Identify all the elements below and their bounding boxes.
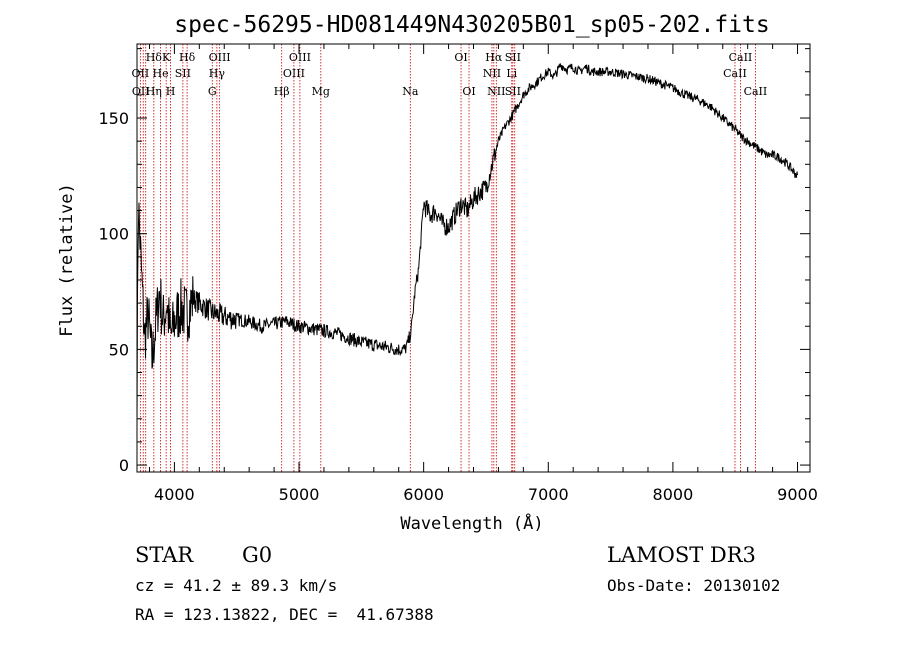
line-annotation: NII: [487, 85, 505, 98]
line-annotation: OI: [462, 85, 475, 98]
spectrum-line: [136, 63, 798, 426]
line-annotation: Li: [506, 67, 517, 80]
x-tick-label: 8000: [653, 485, 694, 504]
velocity-readout: cz = 41.2 ± 89.3 km/s: [135, 576, 337, 595]
chart-title: spec-56295-HD081449N430205B01_sp05-202.f…: [174, 12, 769, 38]
line-markers: [139, 44, 756, 472]
line-annotation: Na: [402, 85, 419, 98]
object-subclass: G0: [242, 543, 272, 567]
x-tick-label: 6000: [403, 485, 444, 504]
line-annotation: He: [153, 67, 169, 80]
line-annotation: OII: [132, 85, 150, 98]
line-annotation: Hδ: [179, 51, 196, 64]
line-annotation: SII: [505, 85, 521, 98]
line-annotation: K: [162, 51, 171, 64]
line-annotation: OII: [132, 67, 150, 80]
line-annotation: OIII: [283, 67, 305, 80]
x-axis-label: Wavelength (Å): [400, 512, 543, 534]
line-annotation: OIII: [209, 51, 231, 64]
line-annotation: OI: [454, 51, 467, 64]
line-annotation: G: [208, 85, 217, 98]
plot-frame: [136, 43, 811, 473]
line-annotation: CaII: [729, 51, 753, 64]
y-axis-label: Flux (relative): [57, 183, 77, 337]
coordinates-readout: RA = 123.13822, DEC = 41.67388: [135, 605, 434, 624]
line-annotation: CaII: [723, 67, 747, 80]
line-annotation: SII: [505, 51, 521, 64]
line-annotation: SII: [175, 67, 191, 80]
obs-date: Obs-Date: 20130102: [607, 576, 780, 595]
line-annotation: NII: [483, 67, 501, 80]
line-annotation: Hα: [485, 51, 503, 64]
line-annotation: Hβ: [274, 85, 290, 98]
line-annotation: H: [166, 85, 176, 98]
line-annotation: Mg: [312, 85, 330, 98]
line-annotation: OIII: [289, 51, 311, 64]
y-tick-label: 0: [119, 456, 129, 475]
y-axis-ticks: 0 50 100 150: [98, 48, 810, 475]
object-type: STAR: [135, 543, 194, 567]
x-axis-ticks: 4000 5000 6000 7000 8000 9000: [148, 44, 818, 504]
y-tick-label: 150: [98, 109, 129, 128]
x-tick-label: 4000: [154, 485, 195, 504]
y-tick-label: 100: [98, 225, 129, 244]
line-annotation: Hγ: [209, 67, 226, 80]
line-annotation: Hη: [146, 85, 162, 98]
x-tick-label: 7000: [528, 485, 569, 504]
x-tick-label: 5000: [279, 485, 320, 504]
survey-name: LAMOST DR3: [607, 543, 756, 567]
line-annotation: Hδ: [146, 51, 163, 64]
y-tick-label: 50: [109, 340, 129, 359]
x-tick-label: 9000: [777, 485, 818, 504]
line-annotation: CaII: [744, 85, 768, 98]
